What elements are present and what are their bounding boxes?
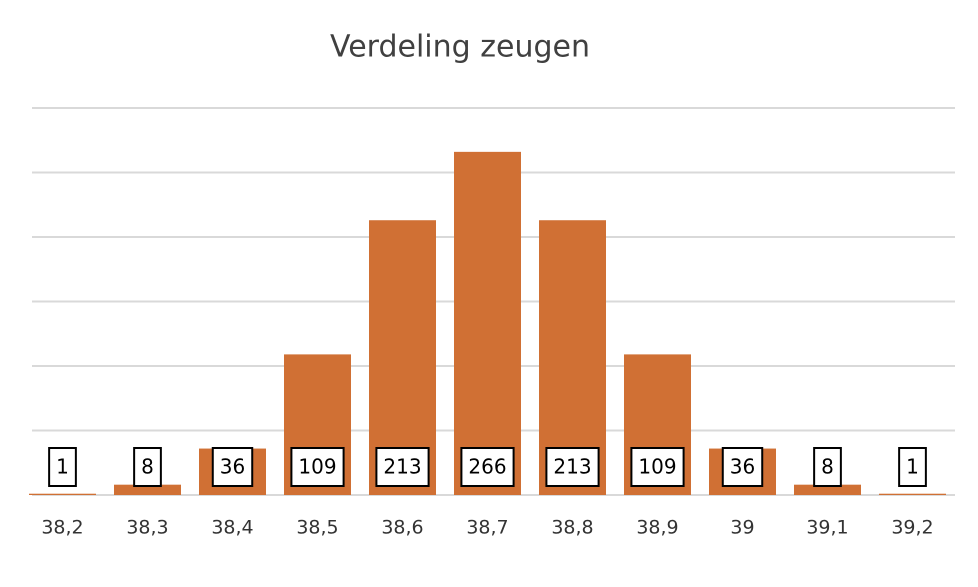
data-label-box (545, 447, 600, 487)
data-label-box (211, 447, 254, 487)
x-tick-label: 38,9 (636, 517, 678, 539)
bar (29, 493, 96, 495)
x-tick-label: 38,3 (126, 517, 168, 539)
bar (794, 484, 861, 495)
x-tick-label: 38,5 (296, 517, 338, 539)
bar (114, 484, 181, 495)
data-label: 36 (730, 455, 755, 479)
data-label: 36 (220, 455, 245, 479)
data-label-box (48, 447, 77, 487)
data-label-box (290, 447, 345, 487)
x-tick-label: 39 (730, 517, 754, 539)
x-tick-label: 38,4 (211, 517, 253, 539)
data-label: 1 (56, 455, 69, 479)
x-tick-label: 38,8 (551, 517, 593, 539)
x-tick-label: 38,6 (381, 517, 423, 539)
x-tick-label: 39,1 (806, 517, 848, 539)
data-label: 109 (298, 455, 336, 479)
bar (879, 493, 946, 495)
data-label: 266 (468, 455, 506, 479)
data-label: 109 (638, 455, 676, 479)
data-label-box (133, 447, 162, 487)
chart-title: Verdeling zeugen (330, 30, 590, 65)
data-label: 1 (906, 455, 919, 479)
data-label: 8 (821, 455, 834, 479)
x-tick-label: 38,7 (466, 517, 508, 539)
x-tick-label: 38,2 (41, 517, 83, 539)
data-label: 8 (141, 455, 154, 479)
data-label-box (721, 447, 764, 487)
data-label-box (630, 447, 685, 487)
data-label-box (460, 447, 515, 487)
data-label-box (813, 447, 842, 487)
data-label: 213 (553, 455, 591, 479)
data-label: 213 (383, 455, 421, 479)
data-label-box (898, 447, 927, 487)
bar (454, 151, 521, 496)
data-label-box (375, 447, 430, 487)
x-tick-label: 39,2 (891, 517, 933, 539)
